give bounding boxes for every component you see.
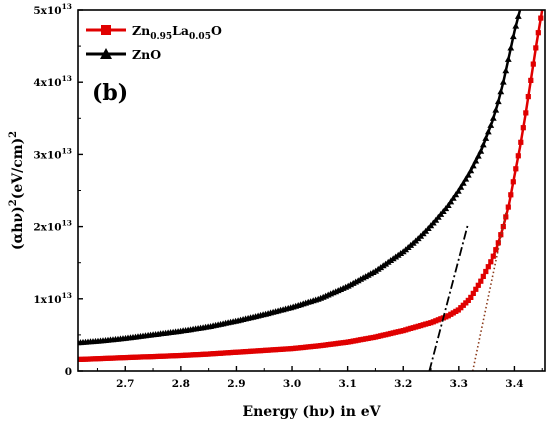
data-point <box>444 202 452 208</box>
data-point <box>513 166 519 172</box>
data-point <box>483 268 489 275</box>
data-point <box>467 167 475 174</box>
legend-marker <box>101 25 111 35</box>
y-axis-title: (αhν)2(eV/cm)2 <box>8 131 26 250</box>
data-point <box>512 22 520 29</box>
data-point <box>459 179 467 186</box>
legend-label: ZnO <box>132 47 161 62</box>
data-point <box>498 232 504 238</box>
legend-marker <box>100 48 112 59</box>
data-point <box>495 240 501 246</box>
data-point <box>514 12 522 19</box>
x-axis-title: Energy (hν) in eV <box>242 404 381 420</box>
data-point <box>489 114 497 121</box>
y-tick-label: 0 <box>65 366 72 378</box>
legend: Zn0.95La0.05O ZnO <box>86 23 222 62</box>
data-point <box>473 286 479 292</box>
data-point <box>477 147 485 154</box>
data-point <box>488 259 494 265</box>
data-point <box>442 205 450 212</box>
data-point <box>468 294 474 300</box>
data-point <box>470 290 476 296</box>
legend-label: Zn0.95La0.05O <box>132 23 222 42</box>
data-point <box>462 175 470 182</box>
data-point <box>479 141 487 148</box>
legend-entry-zn-la-o: Zn0.95La0.05O <box>86 23 222 42</box>
data-point <box>490 253 496 259</box>
data-point <box>518 139 524 145</box>
data-point <box>509 33 517 40</box>
data-point <box>487 121 495 128</box>
data-point <box>504 55 512 62</box>
axes: 2.7 2.8 2.9 3.0 3.1 3.2 3.3 3.4 0 1x1013 2x1013 3x1… <box>8 2 546 420</box>
data-point <box>505 204 511 210</box>
data-point <box>492 106 500 113</box>
data-point <box>478 278 484 284</box>
data-point <box>457 183 465 190</box>
plot-area <box>78 10 544 371</box>
data-point <box>484 128 492 135</box>
plot-frame <box>77 9 546 372</box>
y-tick-label: 4x1013 <box>33 74 72 89</box>
data-point <box>525 94 531 100</box>
fit-line-dash-dot <box>428 222 470 371</box>
series-zn-la-o <box>78 10 544 362</box>
data-point <box>494 98 502 105</box>
data-point <box>482 134 490 141</box>
x-tick-label: 3.3 <box>450 378 468 390</box>
legend-entry-zno: ZnO <box>86 47 161 62</box>
data-point <box>500 224 506 230</box>
y-tick-label: 1x1013 <box>33 291 72 306</box>
data-point <box>508 192 514 198</box>
data-point <box>469 162 477 169</box>
series-line <box>78 10 544 361</box>
data-point <box>472 157 480 164</box>
data-point <box>452 191 460 198</box>
data-point <box>493 247 499 253</box>
data-point <box>503 214 509 220</box>
data-point <box>497 88 505 95</box>
data-point <box>515 153 521 159</box>
data-point <box>499 78 507 85</box>
data-point <box>507 44 515 51</box>
plot-content <box>78 10 544 371</box>
data-point <box>449 194 457 201</box>
x-tick-label: 3.4 <box>505 378 523 390</box>
data-point <box>480 273 486 279</box>
data-point <box>538 15 544 21</box>
x-tick-label: 2.7 <box>116 378 134 390</box>
y-tick-label: 2x1013 <box>33 219 72 234</box>
data-point <box>528 77 534 83</box>
data-point <box>502 67 510 74</box>
x-tick-label: 2.9 <box>227 378 245 390</box>
data-point <box>535 30 541 36</box>
x-tick-label: 3.0 <box>283 378 301 390</box>
data-point <box>454 187 462 194</box>
data-point <box>474 152 482 159</box>
data-point <box>485 264 491 270</box>
data-point <box>523 110 529 116</box>
series-zno <box>78 10 522 346</box>
panel-label: (b) <box>92 80 128 106</box>
data-point <box>520 125 526 131</box>
x-tick-label: 2.8 <box>172 378 190 390</box>
data-point <box>510 179 516 185</box>
data-point <box>530 61 536 67</box>
data-point <box>533 45 539 51</box>
x-tick-label: 3.1 <box>338 378 356 390</box>
y-tick-label: 5x1013 <box>33 2 72 17</box>
y-tick-label: 3x1013 <box>33 146 72 161</box>
fit-line-dotted <box>471 211 507 371</box>
x-tick-label: 3.2 <box>394 378 412 390</box>
data-point <box>475 282 481 288</box>
data-point <box>464 171 472 178</box>
data-point <box>447 198 455 205</box>
data-point <box>465 297 471 303</box>
